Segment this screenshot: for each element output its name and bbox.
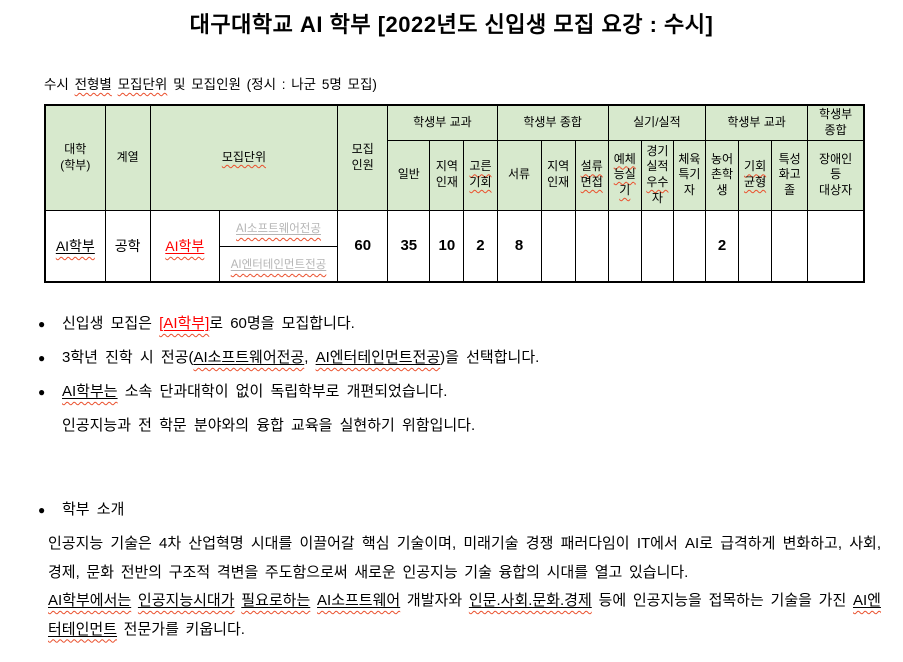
cell-major-entertainment: AI엔터테인먼트전공 — [218, 245, 339, 283]
cell-quota: 60 — [337, 209, 389, 283]
bullet-item-independent: ● AI학부는 소속 단과대학이 없이 독립학부로 개편되었습니다. — [38, 380, 903, 414]
group-header-gyogwa-2: 학생부 교과 — [704, 104, 809, 141]
sub-header-arts-practical: 예체 능실 기 — [607, 139, 642, 211]
admission-quota-table: 대학 (학부) 계열 모집단위 모집 인원 학생부 교과 학생부 종합 실기/실… — [44, 104, 865, 283]
bullet-icon: ● — [38, 351, 46, 365]
bullet-text: AI학부는 소속 단과대학이 없이 독립학부로 개편되었습니다. — [62, 383, 448, 400]
section-heading-intro: ● 학부 소개 — [38, 498, 903, 524]
sub-header-equal-opportunity: 고른 기회 — [463, 139, 498, 211]
cell-category: 공학 — [104, 209, 151, 283]
col-header-quota: 모집 인원 — [337, 104, 389, 211]
cell-opportunity-balance — [738, 209, 773, 283]
sub-header-disabled: 장애인 등 대상자 — [807, 139, 865, 211]
cell-disabled — [807, 209, 865, 283]
sub-header-doc-interview: 설류 면접 — [574, 139, 609, 211]
cell-general: 35 — [387, 209, 431, 283]
page-title: 대구대학교 AI 학부 [2022년도 신입생 모집 요강 : 수시] — [189, 12, 714, 37]
bullet-list: ● 신입생 모집은 [AI학부]로 60명을 모집합니다. ● 3학년 진학 시… — [38, 312, 903, 524]
cell-regional-1: 10 — [429, 209, 465, 283]
col-header-category: 계열 — [104, 104, 151, 211]
cell-sports-record — [640, 209, 674, 283]
cell-vocational — [771, 209, 809, 283]
col-header-unit: 모집단위 — [149, 104, 339, 211]
group-header-jonghap-1: 학생부 종합 — [496, 104, 609, 141]
group-header-jonghap-2: 학생부 종합 — [807, 104, 865, 141]
intro-paragraph-1: 인공지능 기술은 4차 산업혁명 시대를 이끌어갈 핵심 기술이며, 미래기술 … — [48, 535, 881, 581]
sub-header-opportunity-balance: 기회 균형 — [738, 139, 773, 211]
sub-header-sports-record: 경기 실적 우수 자 — [640, 139, 674, 211]
sub-header-sports-talent: 체육 특기 자 — [672, 139, 706, 211]
group-header-gyogwa-1: 학생부 교과 — [387, 104, 498, 141]
sub-header-regional-1: 지역 인재 — [429, 139, 465, 211]
section-heading-text: 학부 소개 — [62, 501, 125, 518]
group-header-silgi: 실기/실적 — [607, 104, 706, 141]
intro-paragraph-2: AI학부에서는 인공지능시대가 필요로하는 AI소프트웨어 개발자와 인문.사회… — [48, 592, 881, 638]
col-header-college: 대학 (학부) — [44, 104, 106, 211]
bullet-icon: ● — [38, 317, 46, 331]
cell-unit: AI학부 — [149, 209, 220, 283]
sub-header-regional-2: 지역 인재 — [540, 139, 576, 211]
cell-doc-interview — [574, 209, 609, 283]
cell-documents: 8 — [496, 209, 542, 283]
cell-sports-talent — [672, 209, 706, 283]
bullet-text: 3학년 진학 시 전공(AI소프트웨어전공, AI엔터테인먼트전공)을 선택합니… — [62, 349, 540, 366]
sub-header-vocational: 특성 화고 졸 — [771, 139, 809, 211]
table-row: AI엔터테인먼트전공 — [45, 245, 864, 283]
cell-arts-practical — [607, 209, 642, 283]
intro-paragraphs: 인공지능 기술은 4차 산업혁명 시대를 이끌어갈 핵심 기술이며, 미래기술 … — [48, 530, 881, 644]
sub-header-general: 일반 — [387, 139, 431, 211]
document-page: 대구대학교 AI 학부 [2022년도 신입생 모집 요강 : 수시] 수시 전… — [38, 12, 903, 644]
bullet-text: 인공지능과 전 학문 분야와의 융합 교육을 실현하기 위함입니다. — [62, 417, 476, 434]
cell-major-software: AI소프트웨어전공 — [218, 209, 339, 247]
table-row: AI학부 공학 AI학부 AI소프트웨어전공 60 35 10 2 8 2 — [44, 209, 865, 283]
cell-college: AI학부 — [44, 209, 106, 283]
cell-regional-2 — [540, 209, 576, 283]
sub-header-documents: 서류 — [496, 139, 542, 211]
subtitle: 수시 전형별 모집단위 및 모집인원 (정시 : 나군 5명 모집) — [44, 77, 377, 92]
sub-header-rural: 농어 촌학 생 — [704, 139, 740, 211]
bullet-text: 신입생 모집은 [AI학부]로 60명을 모집합니다. — [62, 315, 355, 332]
cell-rural: 2 — [704, 209, 740, 283]
bullet-item-recruit: ● 신입생 모집은 [AI학부]로 60명을 모집합니다. — [38, 312, 903, 346]
bullet-icon: ● — [38, 503, 46, 517]
cell-equal-opportunity: 2 — [463, 209, 498, 283]
bullet-continuation: ● 인공지능과 전 학문 분야와의 융합 교육을 실현하기 위함입니다. — [38, 414, 903, 442]
bullet-icon: ● — [38, 385, 46, 399]
bullet-item-majors: ● 3학년 진학 시 전공(AI소프트웨어전공, AI엔터테인먼트전공)을 선택… — [38, 346, 903, 380]
